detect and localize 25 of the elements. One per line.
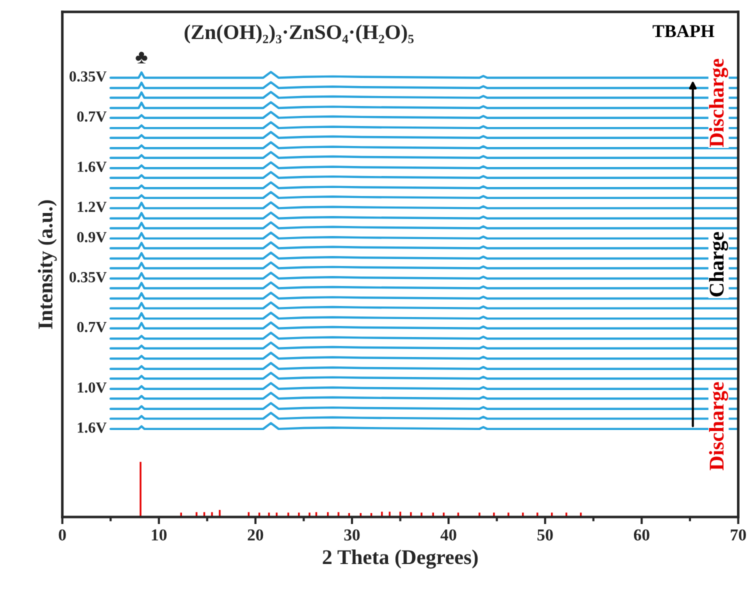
annotation: Discharge (709, 382, 728, 470)
annotation: Discharge (709, 58, 728, 148)
text: TBAPH (652, 25, 714, 38)
annotation: Charge (709, 232, 728, 296)
series-label: 1.0V (78, 382, 107, 393)
x-tick-label: 0 (58, 529, 66, 541)
y-axis-title: Intensity (a.u.) (38, 200, 57, 329)
x-axis-title: 2 Theta (Degrees) (322, 550, 478, 569)
annotation: ♣ (136, 52, 148, 64)
x-tick-label: 10 (152, 529, 167, 541)
x-tick-label: 30 (344, 529, 360, 541)
series-label: 1.2V (78, 202, 107, 212)
x-tick-label: 50 (537, 529, 553, 541)
series-label: 1.6V (78, 162, 107, 172)
series-label: 0.35V (70, 71, 107, 82)
series-label: 0.9V (77, 232, 107, 242)
x-tick-label: 20 (248, 529, 264, 541)
series-label: 1.6V (78, 422, 107, 433)
series-label: 0.7V (77, 322, 107, 332)
series-label: 0.35V (70, 272, 107, 282)
chart-title: (Zn(OH)₂)₃·ZnSO₄·(H₂O)₅ (184, 24, 414, 44)
x-tick-label: 70 (730, 529, 746, 541)
series-label: 0.7V (77, 111, 107, 122)
x-tick-label: 60 (634, 529, 650, 541)
x-tick-label: 40 (440, 529, 456, 541)
